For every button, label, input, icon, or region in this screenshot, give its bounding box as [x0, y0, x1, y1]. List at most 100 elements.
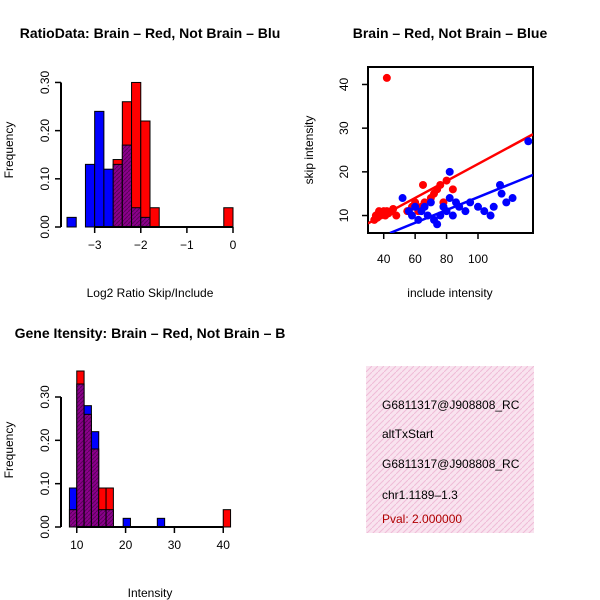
scatter-point-blue [433, 220, 442, 229]
scatter-point-red [448, 185, 457, 194]
y-tick-label: 0.30 [38, 70, 52, 94]
x-tick-label: −3 [88, 238, 102, 252]
hist-bar-not-brain [156, 517, 166, 528]
ratio-hist-xlabel: Log2 Ratio Skip/Include [87, 286, 214, 300]
scatter-point-blue [411, 202, 420, 211]
scatter-point-blue [436, 211, 445, 220]
scatter-plot-box [367, 66, 534, 234]
x-tick-label: 30 [168, 538, 182, 552]
ratio-hist-title: RatioData: Brain – Red, Not Brain – Blu [20, 25, 281, 41]
hist-bar-not-brain [84, 163, 96, 228]
hist-bar-overlap [98, 509, 107, 528]
scatter-point-blue [445, 167, 454, 176]
scatter-point-blue [502, 198, 511, 207]
scatter-point-blue [448, 211, 457, 220]
hist-bar-brain [223, 207, 234, 228]
scatter-point-red [389, 204, 398, 213]
x-tick-label: −2 [134, 238, 148, 252]
scatter-point-blue [497, 189, 506, 198]
hist-bar-not-brain [94, 110, 105, 228]
info-event-type: altTxStart [382, 427, 434, 441]
y-tick-label: 0.00 [38, 215, 52, 239]
scatter-point-blue [442, 207, 451, 216]
x-tick-label: 0 [230, 238, 237, 252]
ratio-hist-bars [66, 81, 234, 228]
scatter-point-blue [461, 207, 470, 216]
y-tick-label: 0.10 [38, 167, 52, 191]
scatter-content [368, 73, 533, 233]
scatter-point-blue [466, 198, 475, 207]
scatter-point-blue [455, 202, 464, 211]
scatter-point-red [392, 211, 401, 220]
x-tick-label: 20 [119, 538, 133, 552]
y-tick-label: 10 [337, 209, 351, 223]
scatter-point-blue [486, 211, 495, 220]
x-tick-label: −1 [180, 238, 194, 252]
scatter-point-blue [423, 211, 432, 220]
ratio-hist-axes: −3 −2 −1 0 0.00 0.10 0.20 0.30 [38, 70, 237, 252]
y-tick-label: 0.20 [38, 119, 52, 143]
ratio-histogram-panel: RatioData: Brain – Red, Not Brain – Blu … [2, 25, 280, 300]
scatter-point-blue [480, 207, 489, 216]
info-pval: Pval: 2.000000 [382, 512, 462, 526]
hist-bar-overlap [83, 413, 92, 528]
scatter-point-red [442, 176, 451, 185]
y-tick-label: 0.20 [38, 428, 52, 452]
info-panel: G6811317@J908808_RC altTxStart G6811317@… [366, 366, 534, 533]
scatter-axes: 40 60 80 100 10 20 30 40 [337, 77, 488, 266]
intensity-hist-axes: 10 20 30 40 0.00 0.10 0.20 0.30 [38, 385, 230, 552]
x-tick-label: 10 [70, 538, 84, 552]
intensity-histogram-panel: Gene Itensity: Brain – Red, Not Brain – … [2, 325, 285, 600]
hist-bar-overlap [121, 144, 133, 228]
scatter-point-blue [398, 194, 407, 203]
y-tick-label: 0.10 [38, 472, 52, 496]
hist-bar-overlap [76, 383, 85, 528]
scatter-point-blue [489, 202, 498, 211]
hist-bar-overlap [131, 207, 142, 228]
hist-bar-not-brain [66, 216, 77, 228]
scatter-title: Brain – Red, Not Brain – Blue [353, 25, 548, 41]
scatter-point-blue [508, 194, 517, 203]
y-tick-label: 40 [337, 77, 351, 91]
hist-bar-overlap [105, 509, 114, 528]
scatter-point-blue [474, 202, 482, 211]
hist-bar-overlap [68, 509, 78, 528]
x-tick-label: 40 [377, 252, 391, 266]
hist-bar-brain [149, 207, 160, 228]
scatter-point-red [382, 73, 391, 82]
scatter-point-blue [496, 180, 504, 189]
x-tick-label: 80 [440, 252, 454, 266]
scatter-xlabel: include intensity [407, 286, 492, 300]
y-tick-label: 0.00 [38, 515, 52, 539]
x-tick-label: 100 [468, 252, 488, 266]
scatter-point-blue [420, 202, 429, 211]
scatter-point-blue [414, 215, 423, 224]
scatter-point-blue [426, 198, 435, 207]
y-tick-label: 20 [337, 165, 351, 179]
scatter-point-blue [408, 211, 416, 220]
info-gene-id: G6811317@J908808_RC [382, 398, 520, 412]
y-tick-label: 30 [337, 121, 351, 135]
hist-bar-overlap [140, 216, 151, 228]
scatter-point-blue [524, 137, 533, 146]
hist-bar-brain [222, 509, 232, 528]
scatter-point-red [436, 180, 445, 189]
ratio-hist-ylabel: Frequency [2, 122, 16, 179]
x-tick-label: 60 [408, 252, 422, 266]
hist-bar-not-brain [122, 517, 131, 528]
scatter-panel: Brain – Red, Not Brain – Blue 40 60 80 100 1… [302, 25, 547, 300]
x-tick-label: 40 [217, 538, 231, 552]
intensity-hist-bars [68, 370, 232, 528]
scatter-ylabel: skip intensity [302, 116, 316, 185]
scatter-point-blue [445, 194, 454, 203]
intensity-hist-xlabel: Intensity [128, 586, 173, 600]
hist-bar-brain [140, 120, 151, 228]
y-tick-label: 0.30 [38, 385, 52, 409]
hist-bar-brain [131, 81, 142, 228]
intensity-hist-title: Gene Itensity: Brain – Red, Not Brain – … [15, 325, 286, 341]
info-panel-right-mask [534, 366, 600, 536]
info-gene-id-2: G6811317@J908808_RC [382, 457, 520, 471]
hist-bar-overlap [112, 163, 123, 228]
info-panel-background [366, 366, 534, 533]
